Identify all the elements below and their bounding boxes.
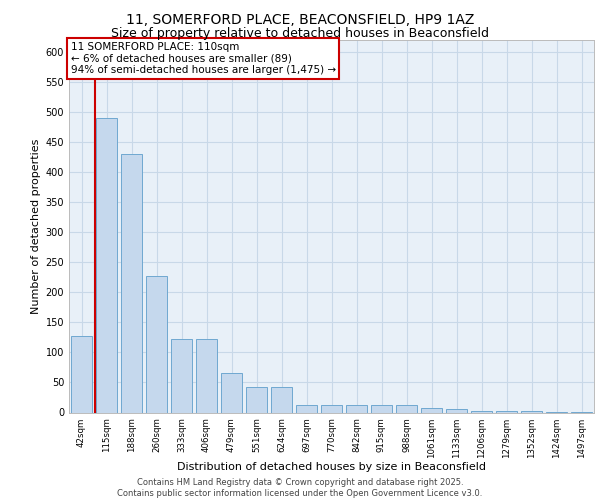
Bar: [171, 339, 192, 412]
Bar: [471, 410, 492, 412]
Bar: [321, 404, 342, 412]
Bar: [146, 276, 167, 412]
Text: 11 SOMERFORD PLACE: 110sqm
← 6% of detached houses are smaller (89)
94% of semi-: 11 SOMERFORD PLACE: 110sqm ← 6% of detac…: [71, 42, 336, 75]
Bar: [346, 404, 367, 412]
Y-axis label: Number of detached properties: Number of detached properties: [31, 138, 41, 314]
Bar: [396, 404, 417, 412]
Bar: [196, 339, 217, 412]
Bar: [421, 408, 442, 412]
Bar: [296, 404, 317, 412]
X-axis label: Distribution of detached houses by size in Beaconsfield: Distribution of detached houses by size …: [177, 462, 486, 472]
Bar: [71, 336, 92, 412]
Bar: [121, 154, 142, 412]
Bar: [271, 388, 292, 412]
Bar: [446, 409, 467, 412]
Bar: [371, 404, 392, 412]
Text: Contains HM Land Registry data © Crown copyright and database right 2025.
Contai: Contains HM Land Registry data © Crown c…: [118, 478, 482, 498]
Bar: [96, 118, 117, 412]
Bar: [221, 373, 242, 412]
Bar: [246, 388, 267, 412]
Text: Size of property relative to detached houses in Beaconsfield: Size of property relative to detached ho…: [111, 28, 489, 40]
Text: 11, SOMERFORD PLACE, BEACONSFIELD, HP9 1AZ: 11, SOMERFORD PLACE, BEACONSFIELD, HP9 1…: [126, 12, 474, 26]
